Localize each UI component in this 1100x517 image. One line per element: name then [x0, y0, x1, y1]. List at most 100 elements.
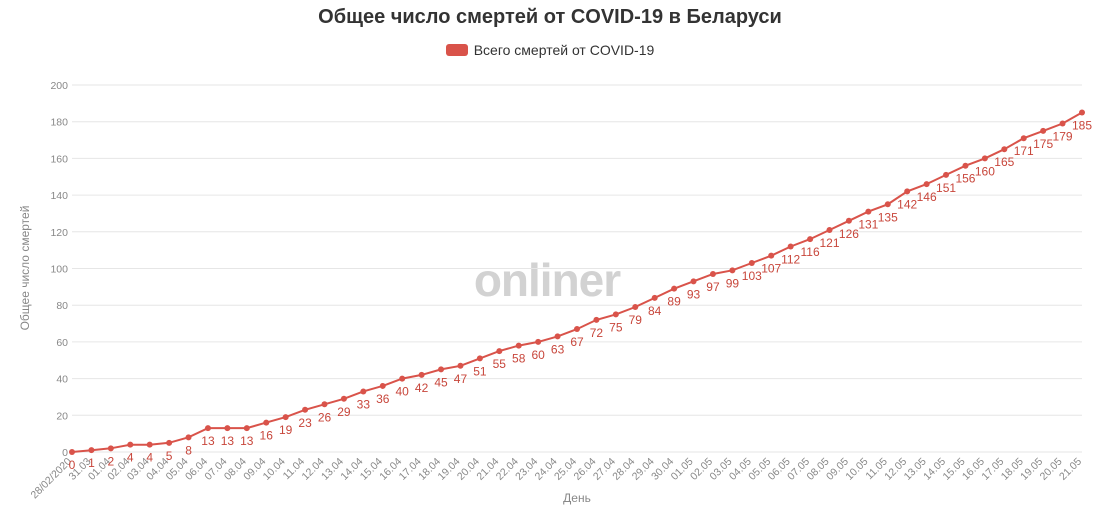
- data-label: 121: [819, 236, 839, 250]
- x-tick-label: 10.05: [843, 456, 870, 483]
- data-label: 33: [357, 397, 371, 411]
- data-label: 151: [936, 181, 956, 195]
- x-tick-label: 28/02/2020: [28, 456, 74, 502]
- data-label: 93: [687, 287, 701, 301]
- data-point: [787, 243, 794, 250]
- y-tick-label: 140: [50, 190, 68, 202]
- data-point: [243, 425, 250, 432]
- legend[interactable]: Всего смертей от COVID-19: [0, 42, 1100, 58]
- y-axis-label: Общее число смертей: [18, 206, 32, 331]
- data-label: 135: [878, 210, 898, 224]
- data-point: [185, 434, 192, 441]
- data-point: [107, 445, 114, 452]
- data-point: [515, 342, 522, 349]
- data-label: 51: [473, 364, 487, 378]
- y-tick-label: 120: [50, 227, 68, 239]
- data-point: [845, 217, 852, 224]
- data-point: [651, 294, 658, 301]
- y-tick-label: 40: [56, 374, 68, 386]
- data-point: [399, 375, 406, 382]
- data-label: 47: [454, 372, 468, 386]
- y-tick-label: 160: [50, 153, 68, 165]
- y-tick-label: 180: [50, 117, 68, 129]
- data-point: [884, 201, 891, 208]
- data-point: [709, 271, 716, 278]
- data-point: [554, 333, 561, 340]
- data-label: 36: [376, 392, 390, 406]
- data-point: [1040, 127, 1047, 134]
- data-label: 89: [667, 295, 681, 309]
- data-point: [88, 447, 95, 454]
- data-label: 29: [337, 405, 351, 419]
- data-label: 42: [415, 381, 429, 395]
- data-point: [321, 401, 328, 408]
- legend-label: Всего смертей от COVID-19: [473, 42, 655, 58]
- data-point: [146, 441, 153, 448]
- data-point: [962, 162, 969, 169]
- data-label: 8: [185, 443, 192, 457]
- data-label: 67: [570, 335, 584, 349]
- data-point: [476, 355, 483, 362]
- data-point: [535, 338, 542, 345]
- data-label: 84: [648, 304, 662, 318]
- data-label: 165: [994, 155, 1014, 169]
- data-point: [360, 388, 367, 395]
- data-label: 19: [279, 423, 293, 437]
- legend-swatch: [445, 44, 468, 56]
- data-label: 171: [1014, 144, 1034, 158]
- data-label: 58: [512, 352, 526, 366]
- gridlines: [72, 84, 1082, 453]
- data-point: [612, 311, 619, 318]
- data-point: [379, 382, 386, 389]
- data-point: [943, 171, 950, 178]
- data-point: [282, 414, 289, 421]
- y-tick-label: 80: [56, 300, 68, 312]
- data-point: [574, 326, 580, 333]
- data-label: 99: [726, 276, 740, 290]
- y-tick-label: 200: [50, 80, 68, 92]
- data-label: 156: [955, 172, 975, 186]
- x-tick-label: 10.04: [261, 456, 288, 483]
- data-point: [923, 181, 930, 188]
- chart-title: Общее число смертей от COVID-19 в Белару…: [318, 6, 782, 28]
- data-point: [768, 252, 775, 259]
- data-point: [263, 419, 270, 426]
- y-tick-label: 100: [50, 264, 68, 276]
- data-label: 175: [1033, 137, 1053, 151]
- y-tick-label: 60: [56, 337, 68, 349]
- data-label: 40: [396, 385, 410, 399]
- data-label: 75: [609, 320, 623, 334]
- data-point: [748, 259, 755, 266]
- watermark-logo: onliner: [474, 254, 621, 306]
- data-point: [807, 236, 814, 243]
- data-point: [457, 362, 464, 369]
- y-tick-label: 0: [62, 447, 68, 459]
- data-point: [1020, 135, 1027, 142]
- data-label: 97: [706, 280, 720, 294]
- y-tick-label: 20: [56, 410, 68, 422]
- data-point: [671, 285, 678, 292]
- data-label: 146: [917, 190, 937, 204]
- data-point: [904, 188, 911, 195]
- data-label: 103: [742, 269, 762, 283]
- data-label: 160: [975, 164, 995, 178]
- data-point: [632, 304, 639, 311]
- data-label: 26: [318, 410, 332, 424]
- data-point: [418, 371, 425, 378]
- data-point: [981, 155, 988, 162]
- x-axis-ticks: 28/02/202031.0301.0402.0403.0404.0405.04…: [28, 456, 1084, 502]
- data-point: [340, 395, 347, 402]
- data-label: 1: [88, 456, 95, 470]
- data-label: 16: [260, 429, 274, 443]
- data-label: 79: [629, 313, 643, 327]
- data-label: 5: [166, 449, 173, 463]
- data-label: 142: [897, 197, 917, 211]
- data-point: [729, 267, 736, 274]
- data-point: [224, 425, 231, 432]
- data-label: 131: [858, 218, 878, 232]
- data-label: 126: [839, 227, 859, 241]
- data-point: [1079, 109, 1085, 116]
- data-point: [593, 316, 600, 323]
